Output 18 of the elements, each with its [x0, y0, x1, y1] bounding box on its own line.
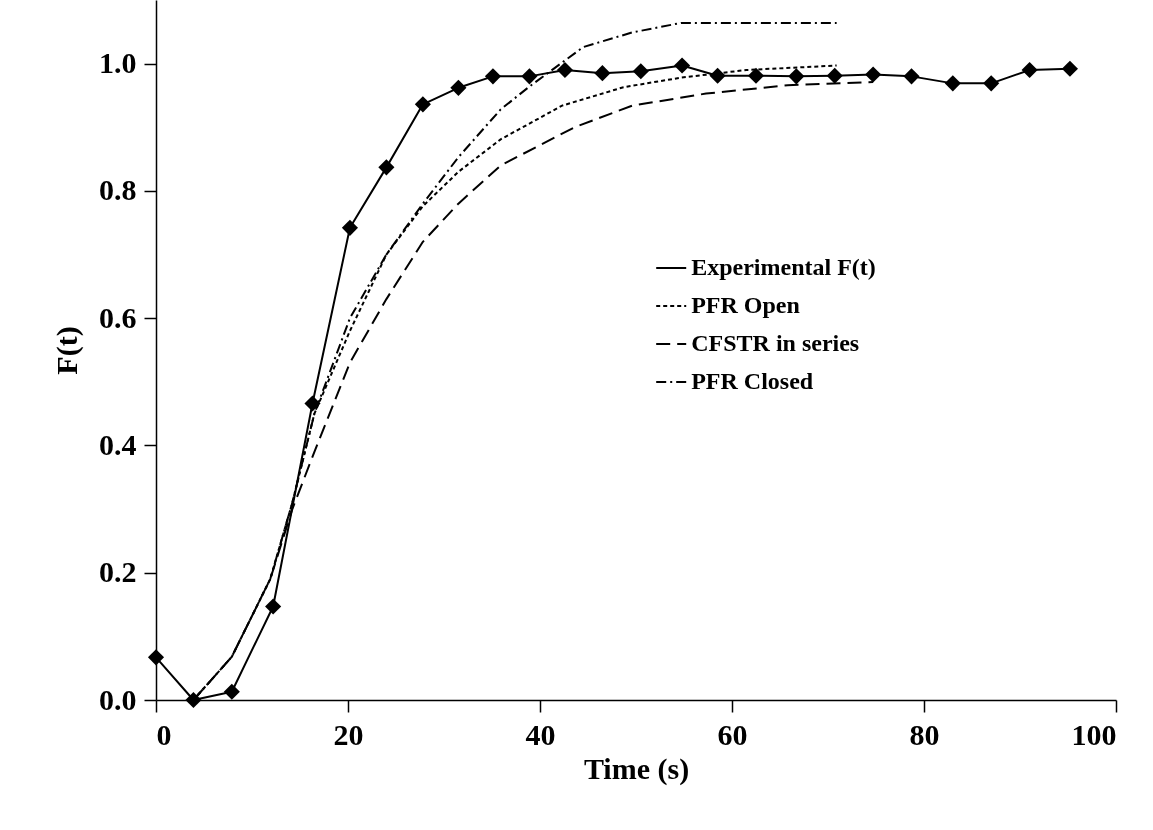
legend-label: CFSTR in series [691, 330, 860, 356]
x-tick-label: 100 [1071, 717, 1117, 751]
y-axis-title: F(t) [50, 326, 84, 375]
y-tick-label: 0.0 [99, 682, 137, 716]
y-tick-label: 0.4 [99, 427, 137, 461]
x-tick-label: 40 [525, 717, 556, 751]
y-tick-label: 0.8 [99, 173, 137, 207]
legend-label: PFR Closed [691, 368, 814, 394]
y-tick-label: 0.2 [99, 555, 137, 589]
x-tick-label: 60 [717, 717, 748, 751]
x-tick-label: 80 [909, 717, 940, 751]
x-axis-title: Time (s) [583, 751, 690, 786]
legend-label: Experimental F(t) [691, 254, 876, 280]
x-tick-label: 0 [156, 717, 172, 751]
legend-label: PFR Open [691, 292, 800, 318]
y-tick-label: 1.0 [99, 46, 137, 80]
y-tick-label: 0.6 [99, 300, 137, 334]
x-tick-label: 20 [333, 717, 364, 751]
